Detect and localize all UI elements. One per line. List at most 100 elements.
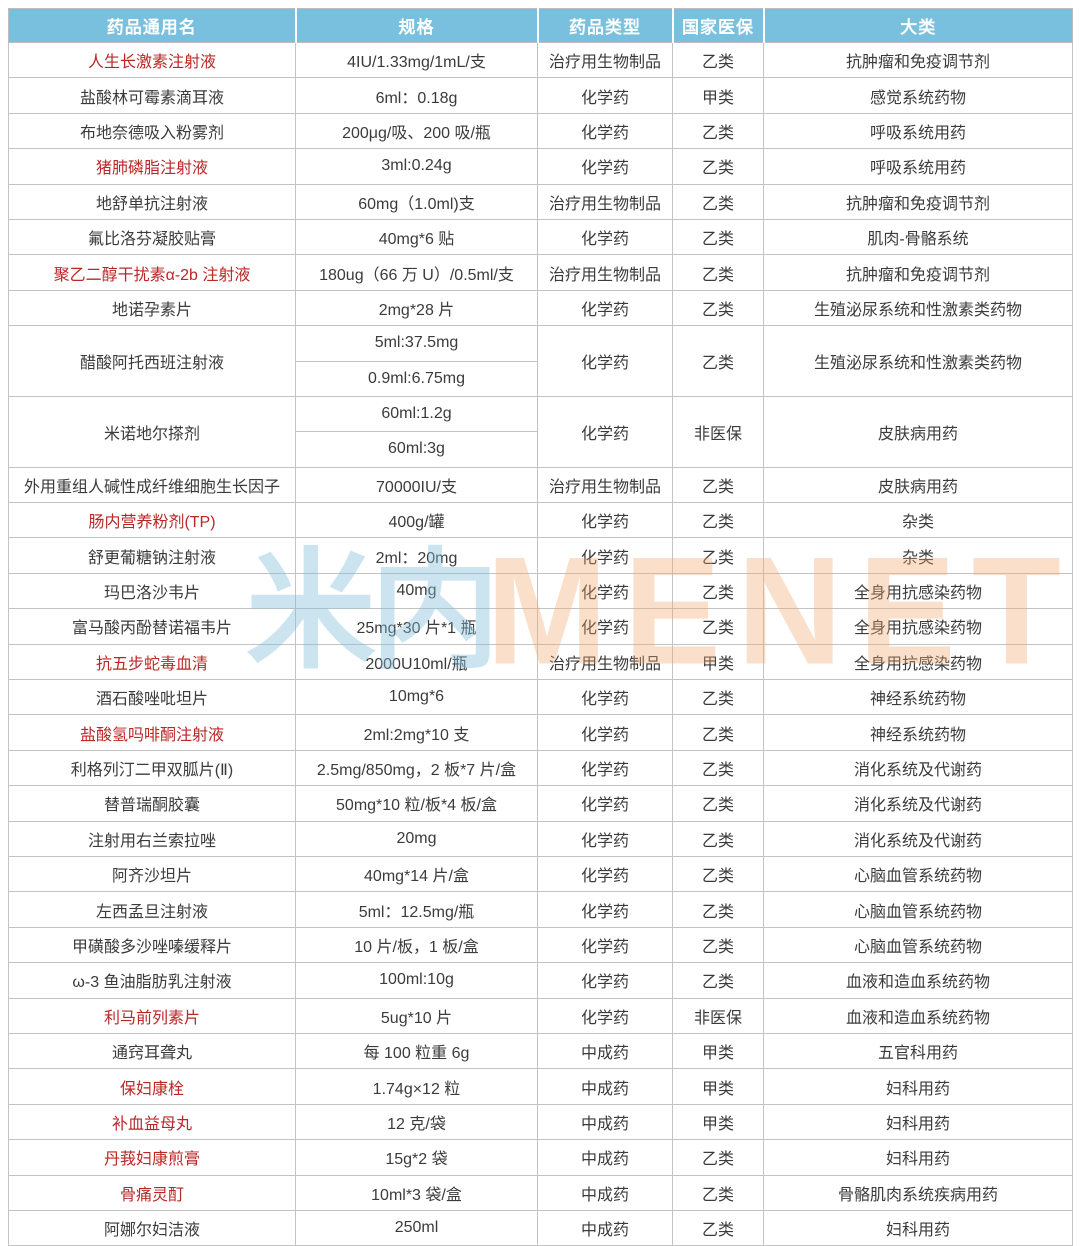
spec-cell: 10 片/板，1 板/盒 xyxy=(295,926,538,964)
category-cell: 消化系统及代谢药 xyxy=(763,785,1073,822)
table-row: 甲磺酸多沙唑嗪缓释片 10 片/板，1 板/盒 化学药 乙类 心脑血管系统药物 xyxy=(8,926,1073,964)
drug-type-cell: 化学药 xyxy=(537,112,673,150)
category-cell: 皮肤病用药 xyxy=(763,395,1073,468)
drug-name-cell: ω-3 鱼油脂肪乳注射液 xyxy=(8,962,296,999)
spec-cell: 6ml：0.18g xyxy=(295,77,538,114)
table-row: 替普瑞酮胶囊 50mg*10 粒/板*4 板/盒 化学药 乙类 消化系统及代谢药 xyxy=(8,785,1073,822)
table-row: 左西孟旦注射液 5ml：12.5mg/瓶 化学药 乙类 心脑血管系统药物 xyxy=(8,891,1073,928)
category-cell: 消化系统及代谢药 xyxy=(763,749,1073,787)
table-row: 醋酸阿托西班注射液 5ml:37.5mg 化学药 乙类 生殖泌尿系统和性激素类药物 xyxy=(8,325,1073,397)
drug-name-cell: 丹莪妇康煎膏 xyxy=(8,1139,296,1176)
table-row: 舒更葡糖钠注射液 2ml：20mg 化学药 乙类 杂类 xyxy=(8,537,1073,574)
table-row: ω-3 鱼油脂肪乳注射液 100ml:10g 化学药 乙类 血液和造血系统药物 xyxy=(8,962,1073,999)
category-cell: 生殖泌尿系统和性激素类药物 xyxy=(763,325,1073,397)
category-cell: 抗肿瘤和免疫调节剂 xyxy=(763,41,1073,79)
column-header-5: 大类 xyxy=(762,8,1073,43)
category-cell: 妇科用药 xyxy=(763,1103,1073,1141)
spec-cell: 100ml:10g xyxy=(295,962,538,999)
spec-cell: 5ml：12.5mg/瓶 xyxy=(295,891,538,928)
insurance-cell: 乙类 xyxy=(672,855,764,893)
column-header-4: 国家医保 xyxy=(671,8,764,43)
drug-type-cell: 化学药 xyxy=(537,608,673,645)
spec-cell: 2ml:2mg*10 支 xyxy=(295,714,538,751)
drug-name-cell: 米诺地尔搽剂 xyxy=(8,395,296,468)
category-cell: 杂类 xyxy=(763,537,1073,574)
insurance-cell: 乙类 xyxy=(672,537,764,574)
spec-cell: 2mg*28 片 xyxy=(295,289,538,327)
category-cell: 抗肿瘤和免疫调节剂 xyxy=(763,183,1073,220)
drug-type-cell: 治疗用生物制品 xyxy=(537,643,673,681)
category-cell: 全身用抗感染药物 xyxy=(763,643,1073,681)
table-row: 肠内营养粉剂(TP) 400g/罐 化学药 乙类 杂类 xyxy=(8,502,1073,539)
table-subrow: 60ml:3g xyxy=(9,431,1073,468)
spec-cell: 15g*2 袋 xyxy=(295,1139,538,1176)
spec-cell: 200μg/吸、200 吸/瓶 xyxy=(295,112,538,150)
drug-type-cell: 化学药 xyxy=(537,926,673,964)
spec-cell: 25mg*30 片*1 瓶 xyxy=(295,608,538,645)
drug-type-cell: 中成药 xyxy=(537,1068,673,1105)
drug-name-cell: 地诺孕素片 xyxy=(8,289,296,327)
drug-name-cell: 保妇康栓 xyxy=(8,1068,296,1105)
category-cell: 血液和造血系统药物 xyxy=(763,962,1073,999)
category-cell: 全身用抗感染药物 xyxy=(763,572,1073,610)
insurance-cell: 甲类 xyxy=(672,1032,764,1070)
drug-type-cell: 化学药 xyxy=(537,148,673,185)
drug-type-cell: 化学药 xyxy=(537,395,673,468)
drug-name-cell: 骨痛灵酊 xyxy=(8,1174,296,1211)
spec-cell: 2.5mg/850mg，2 板*7 片/盒 xyxy=(295,749,538,787)
spec-cell: 60ml:1.2g xyxy=(295,395,538,433)
drug-name-cell: 外用重组人碱性成纤维细胞生长因子 xyxy=(8,466,296,504)
table-row: 酒石酸唑吡坦片 10mg*6 化学药 乙类 神经系统药物 xyxy=(8,679,1073,716)
table-row: 阿娜尔妇洁液 250ml 中成药 乙类 妇科用药 xyxy=(8,1209,1073,1246)
drug-table: 药品通用名 规格 药品类型 国家医保 大类 人生长激素注射液 4IU/1.33mg/1mL… xyxy=(8,8,1073,1246)
drug-type-cell: 中成药 xyxy=(537,1032,673,1070)
drug-name-cell: 聚乙二醇干扰素α-2b 注射液 xyxy=(8,254,296,291)
insurance-cell: 乙类 xyxy=(672,891,764,928)
drug-name-cell: 醋酸阿托西班注射液 xyxy=(8,325,296,397)
insurance-cell: 乙类 xyxy=(672,466,764,504)
header-row: 药品通用名 规格 药品类型 国家医保 大类 xyxy=(8,8,1073,43)
drug-name-cell: 猪肺磷脂注射液 xyxy=(8,148,296,185)
drug-type-cell: 化学药 xyxy=(537,714,673,751)
table-row: 注射用右兰索拉唑 20mg 化学药 乙类 消化系统及代谢药 xyxy=(8,820,1073,857)
table-body: 人生长激素注射液 4IU/1.33mg/1mL/支 治疗用生物制品 乙类 抗肿瘤和免疫调… xyxy=(8,41,1073,1246)
spec-cell: 2000U10ml/瓶 xyxy=(295,643,538,681)
table-row: 通窍耳聋丸每 100 粒重 6g 中成药 甲类 五官科用药 xyxy=(8,1032,1073,1070)
spec-cell: 40mg*14 片/盒 xyxy=(295,855,538,893)
column-header-3: 药品类型 xyxy=(536,8,673,43)
drug-name-cell: 阿娜尔妇洁液 xyxy=(8,1209,296,1246)
insurance-cell: 甲类 xyxy=(672,1068,764,1105)
category-cell: 心脑血管系统药物 xyxy=(763,891,1073,928)
drug-name-cell: 抗五步蛇毒血清 xyxy=(8,643,296,681)
table-row: 人生长激素注射液 4IU/1.33mg/1mL/支 治疗用生物制品 乙类 抗肿瘤和免疫调… xyxy=(8,41,1073,79)
drug-name-cell: 注射用右兰索拉唑 xyxy=(8,820,296,857)
drug-name-cell: 盐酸氢吗啡酮注射液 xyxy=(8,714,296,751)
insurance-cell: 乙类 xyxy=(672,608,764,645)
drug-type-cell: 化学药 xyxy=(537,785,673,822)
drug-name-cell: 富马酸丙酚替诺福韦片 xyxy=(8,608,296,645)
drug-name-cell: 替普瑞酮胶囊 xyxy=(8,785,296,822)
table-row: 盐酸林可霉素滴耳液 6ml：0.18g 化学药 甲类 感觉系统药物 xyxy=(8,77,1073,114)
drug-type-cell: 化学药 xyxy=(537,679,673,716)
drug-type-cell: 中成药 xyxy=(537,1209,673,1246)
category-cell: 五官科用药 xyxy=(763,1032,1073,1070)
table-row: 氟比洛芬凝胶贴膏 40mg*6 贴化学药 乙类 肌肉-骨骼系统 xyxy=(8,218,1073,256)
insurance-cell: 甲类 xyxy=(672,77,764,114)
category-cell: 血液和造血系统药物 xyxy=(763,997,1073,1034)
spec-cell: 3ml:0.24g xyxy=(295,148,538,185)
spec-cell: 70000IU/支 xyxy=(295,466,538,504)
spec-cell: 20mg xyxy=(295,820,538,857)
drug-name-cell: 玛巴洛沙韦片 xyxy=(8,572,296,610)
category-cell: 妇科用药 xyxy=(763,1139,1073,1176)
category-cell: 呼吸系统用药 xyxy=(763,148,1073,185)
drug-type-cell: 化学药 xyxy=(537,572,673,610)
table-row: 布地奈德吸入粉雾剂 200μg/吸、200 吸/瓶 化学药 乙类 呼吸系统用药 xyxy=(8,112,1073,150)
spec-cell: 2ml：20mg xyxy=(295,537,538,574)
drug-type-cell: 化学药 xyxy=(537,325,673,397)
spec-cell: 250ml xyxy=(295,1209,538,1246)
insurance-cell: 乙类 xyxy=(672,572,764,610)
drug-type-cell: 化学药 xyxy=(537,962,673,999)
table-row: 保妇康栓 1.74g×12 粒中成药 甲类 妇科用药 xyxy=(8,1068,1073,1105)
category-cell: 心脑血管系统药物 xyxy=(763,855,1073,893)
spec-cell: 400g/罐 xyxy=(295,502,538,539)
